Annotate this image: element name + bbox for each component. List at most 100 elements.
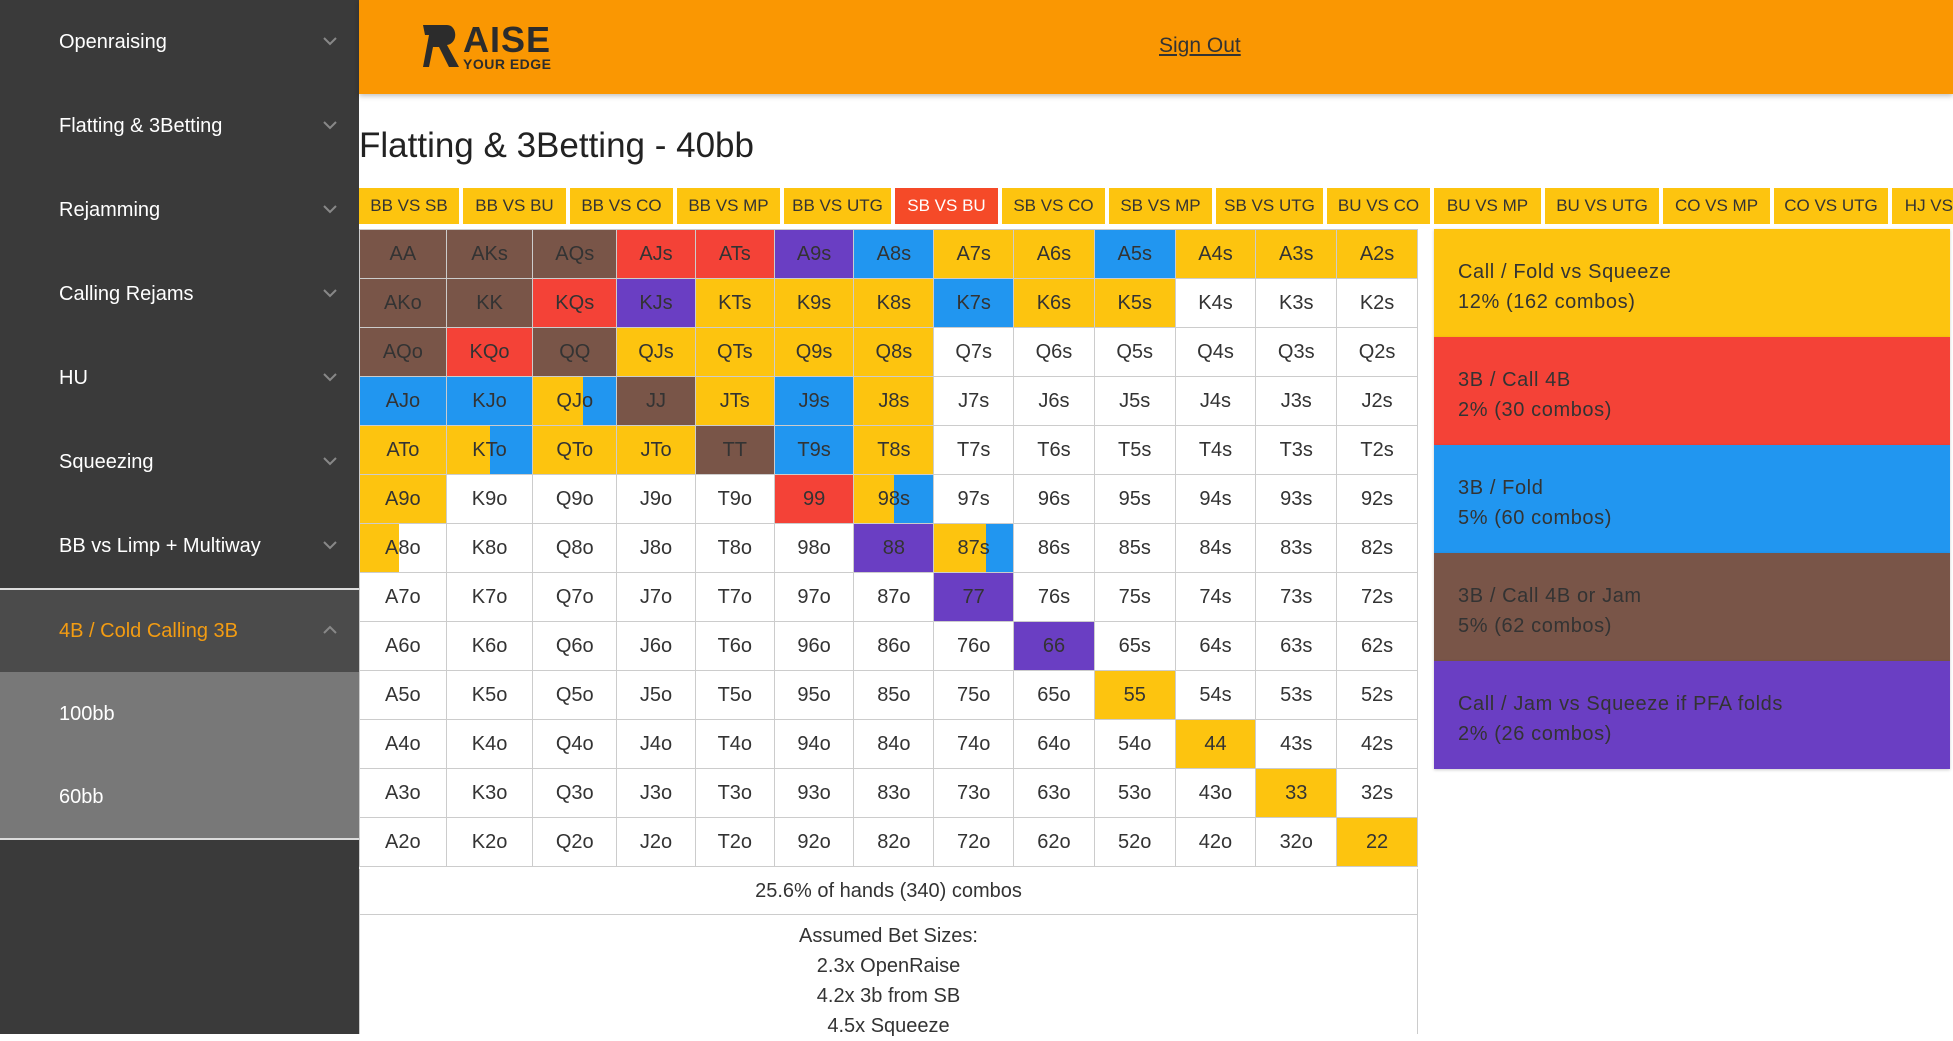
hand-cell[interactable]: 54o (1093, 719, 1176, 769)
tab-bu-vs-co[interactable]: BU VS CO (1327, 188, 1430, 224)
hand-cell[interactable]: JTo (616, 425, 696, 475)
hand-cell[interactable]: 63s (1255, 621, 1338, 671)
hand-cell[interactable]: A3s (1255, 229, 1338, 279)
hand-cell[interactable]: 83s (1255, 523, 1338, 573)
hand-cell[interactable]: A5s (1093, 229, 1176, 279)
hand-cell[interactable]: 64s (1174, 621, 1257, 671)
hand-cell[interactable]: T5o (694, 670, 775, 720)
legend-item[interactable]: 3B / Fold 5% (60 combos) (1434, 445, 1950, 553)
hand-cell[interactable]: 32s (1336, 768, 1418, 818)
hand-cell[interactable]: 62s (1336, 621, 1418, 671)
hand-cell[interactable]: 54s (1174, 670, 1257, 720)
sidebar-subitem-100bb[interactable]: 100bb (0, 672, 359, 756)
hand-cell[interactable]: J7o (616, 572, 696, 622)
hand-cell[interactable]: AJs (616, 229, 696, 279)
hand-cell[interactable]: J9o (616, 474, 696, 524)
tab-co-vs-mp[interactable]: CO VS MP (1663, 188, 1770, 224)
hand-cell[interactable]: 95s (1093, 474, 1176, 524)
hand-cell[interactable]: TT (694, 425, 775, 475)
hand-cell[interactable]: Q2o (532, 817, 618, 867)
hand-cell[interactable]: J7s (933, 376, 1015, 426)
hand-cell[interactable]: Q6o (532, 621, 618, 671)
hand-cell[interactable]: K2s (1336, 278, 1418, 328)
hand-cell[interactable]: 52s (1336, 670, 1418, 720)
hand-cell[interactable]: AKs (445, 229, 534, 279)
hand-cell[interactable]: J3o (616, 768, 696, 818)
hand-cell[interactable]: 55 (1093, 670, 1176, 720)
raise-your-edge-logo[interactable]: AISE YOUR EDGE (421, 20, 552, 72)
hand-cell[interactable]: 97s (933, 474, 1015, 524)
tab-hj-vs-mp[interactable]: HJ VS MP (1892, 188, 1953, 224)
sidebar-subitem-60bb[interactable]: 60bb (0, 756, 359, 840)
hand-cell[interactable]: K6o (445, 621, 534, 671)
sidebar-item-squeezing[interactable]: Squeezing (0, 420, 359, 504)
hand-cell[interactable]: KTo (445, 425, 534, 475)
hand-cell[interactable]: 86o (853, 621, 935, 671)
hand-cell[interactable]: 93o (773, 768, 855, 818)
hand-cell[interactable]: J4s (1174, 376, 1257, 426)
hand-cell[interactable]: 66 (1013, 621, 1095, 671)
hand-cell[interactable]: T3o (694, 768, 775, 818)
hand-cell[interactable]: A6o (359, 621, 447, 671)
hand-cell[interactable]: K8s (853, 278, 935, 328)
hand-cell[interactable]: Q6s (1013, 327, 1095, 377)
hand-cell[interactable]: 87o (853, 572, 935, 622)
hand-cell[interactable]: J8o (616, 523, 696, 573)
hand-cell[interactable]: J5s (1093, 376, 1176, 426)
hand-cell[interactable]: Q4o (532, 719, 618, 769)
hand-cell[interactable]: 63o (1013, 768, 1095, 818)
hand-cell[interactable]: 76o (933, 621, 1015, 671)
hand-cell[interactable]: J6s (1013, 376, 1095, 426)
hand-cell[interactable]: 98s (853, 474, 935, 524)
hand-cell[interactable]: 65o (1013, 670, 1095, 720)
sign-out-link[interactable]: Sign Out (1159, 34, 1241, 57)
hand-cell[interactable]: 74o (933, 719, 1015, 769)
hand-cell[interactable]: 82s (1336, 523, 1418, 573)
sidebar-item-openraising[interactable]: Openraising (0, 0, 359, 84)
hand-cell[interactable]: 52o (1093, 817, 1176, 867)
hand-cell[interactable]: T2o (694, 817, 775, 867)
hand-cell[interactable]: Q5o (532, 670, 618, 720)
hand-cell[interactable]: 84o (853, 719, 935, 769)
hand-cell[interactable]: ATs (694, 229, 775, 279)
tab-bu-vs-utg[interactable]: BU VS UTG (1545, 188, 1659, 224)
hand-cell[interactable]: 97o (773, 572, 855, 622)
tab-sb-vs-co[interactable]: SB VS CO (1002, 188, 1105, 224)
hand-cell[interactable]: 96s (1013, 474, 1095, 524)
hand-cell[interactable]: 77 (933, 572, 1015, 622)
hand-cell[interactable]: T9s (773, 425, 855, 475)
hand-cell[interactable]: Q4s (1174, 327, 1257, 377)
hand-cell[interactable]: 92o (773, 817, 855, 867)
hand-cell[interactable]: T2s (1336, 425, 1418, 475)
hand-cell[interactable]: 73o (933, 768, 1015, 818)
hand-cell[interactable]: Q3o (532, 768, 618, 818)
hand-cell[interactable]: 84s (1174, 523, 1257, 573)
hand-cell[interactable]: 76s (1013, 572, 1095, 622)
hand-cell[interactable]: 75o (933, 670, 1015, 720)
hand-cell[interactable]: T6s (1013, 425, 1095, 475)
hand-cell[interactable]: AQo (359, 327, 447, 377)
tab-sb-vs-utg[interactable]: SB VS UTG (1216, 188, 1323, 224)
hand-cell[interactable]: T5s (1093, 425, 1176, 475)
hand-cell[interactable]: A2o (359, 817, 447, 867)
legend-item[interactable]: 3B / Call 4B 2% (30 combos) (1434, 337, 1950, 445)
hand-cell[interactable]: 82o (853, 817, 935, 867)
hand-cell[interactable]: J2s (1336, 376, 1418, 426)
hand-cell[interactable]: T8s (853, 425, 935, 475)
sidebar-item-bb-vs-limp[interactable]: BB vs Limp + Multiway (0, 504, 359, 588)
hand-cell[interactable]: Q5s (1093, 327, 1176, 377)
hand-cell[interactable]: 98o (773, 523, 855, 573)
hand-cell[interactable]: 62o (1013, 817, 1095, 867)
hand-cell[interactable]: 43o (1174, 768, 1257, 818)
tab-bb-vs-mp[interactable]: BB VS MP (677, 188, 780, 224)
hand-cell[interactable]: T7o (694, 572, 775, 622)
hand-cell[interactable]: J9s (773, 376, 855, 426)
tab-bu-vs-mp[interactable]: BU VS MP (1434, 188, 1541, 224)
hand-cell[interactable]: J3s (1255, 376, 1338, 426)
hand-cell[interactable]: JJ (616, 376, 696, 426)
tab-bb-vs-co[interactable]: BB VS CO (570, 188, 673, 224)
tab-bb-vs-utg[interactable]: BB VS UTG (784, 188, 891, 224)
hand-cell[interactable]: 64o (1013, 719, 1095, 769)
hand-cell[interactable]: QQ (532, 327, 618, 377)
hand-cell[interactable]: T4s (1174, 425, 1257, 475)
